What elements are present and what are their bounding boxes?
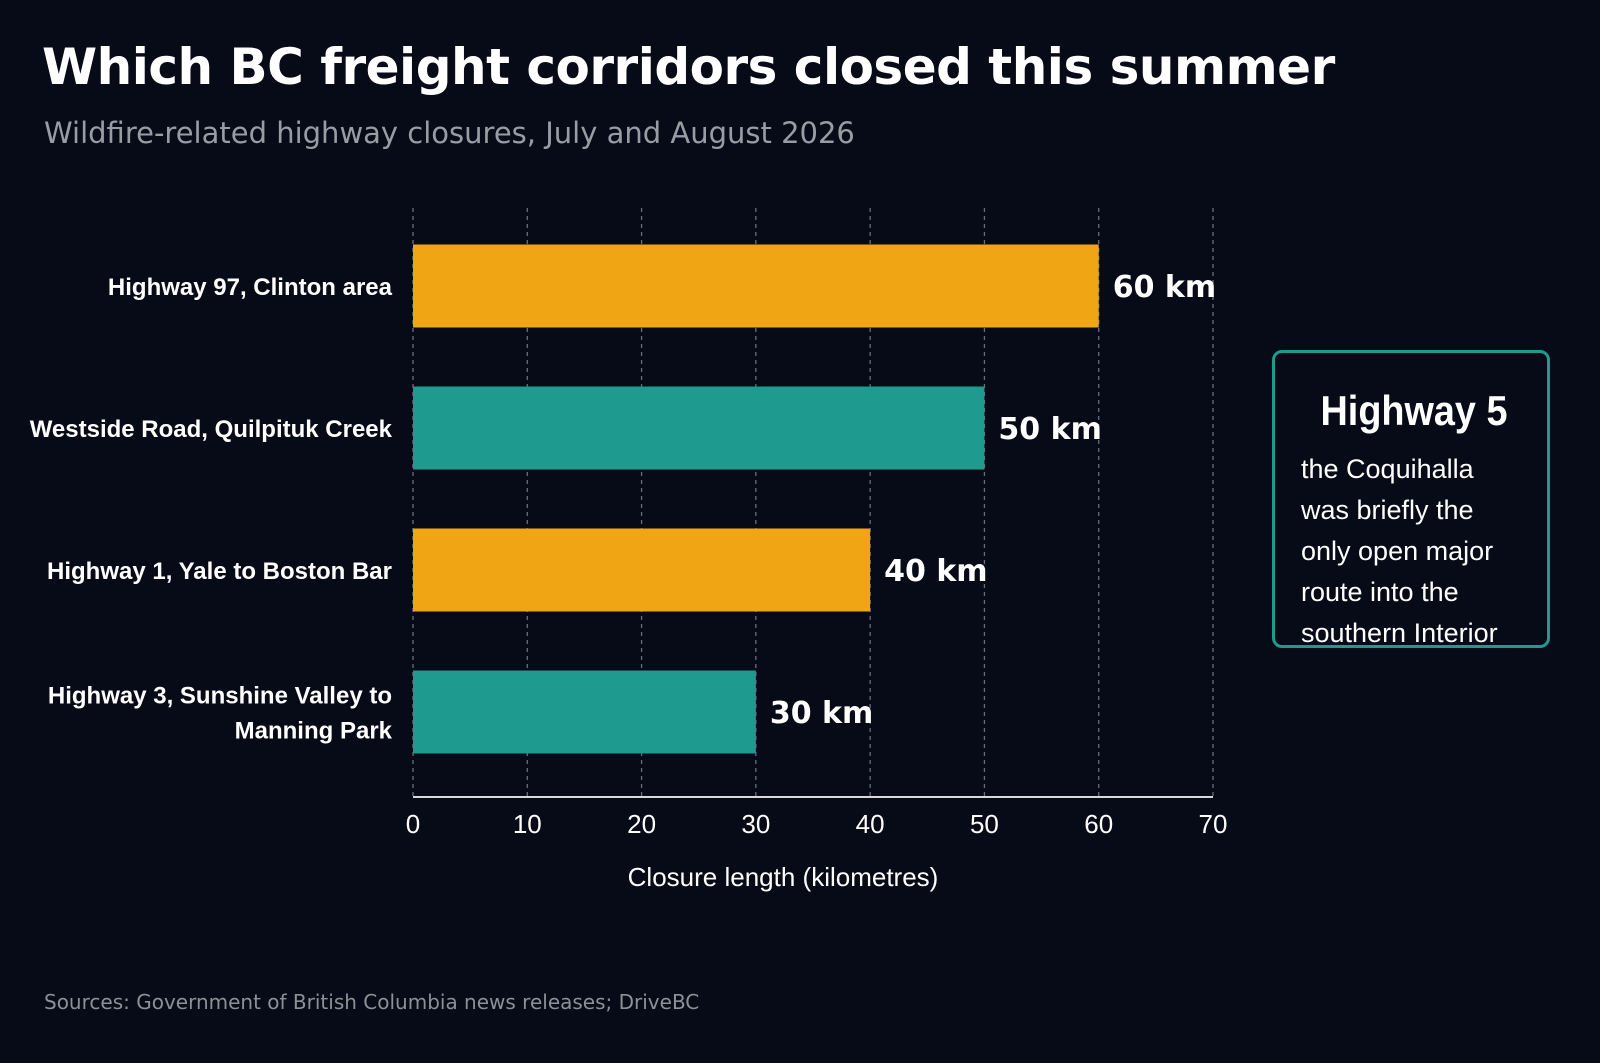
bar-3 xyxy=(413,528,871,612)
value-label: 40 km xyxy=(884,554,987,589)
bar-chart: 0 10 20 30 40 50 60 70 Highway 97, Clinton area… xyxy=(30,208,1228,892)
category-labels: Highway 97, Clinton area Westside Road, Q… xyxy=(30,274,393,745)
x-tick-label: 20 xyxy=(627,809,656,839)
category-label: Westside Road, Quilpituk Creek xyxy=(30,416,393,443)
value-labels: 60 km 50 km 40 km 30 km xyxy=(770,270,1216,731)
chart-title: Which BC freight corridors closed this s… xyxy=(42,38,1335,96)
value-label: 30 km xyxy=(770,696,873,731)
x-tick-label: 60 xyxy=(1084,809,1113,839)
callout-title: Highway 5 xyxy=(1320,387,1508,434)
bar-4 xyxy=(413,670,756,754)
x-axis-label: Closure length (kilometres) xyxy=(628,862,939,892)
value-label: 60 km xyxy=(1113,270,1216,305)
x-tick-label: 40 xyxy=(856,809,885,839)
bar-2 xyxy=(413,386,985,470)
source-note: Sources: Government of British Columbia … xyxy=(44,990,700,1014)
bars xyxy=(413,244,1099,754)
x-tick-label: 10 xyxy=(513,809,542,839)
bar-1 xyxy=(413,244,1099,328)
x-tick-label: 70 xyxy=(1199,809,1228,839)
highway-5-callout: Highway 5 the Coquihalla was briefly the… xyxy=(1272,350,1550,648)
value-label: 50 km xyxy=(998,412,1101,447)
x-tick-label: 0 xyxy=(406,809,420,839)
category-label: Highway 97, Clinton area xyxy=(108,274,393,301)
x-tick-label: 30 xyxy=(741,809,770,839)
chart-subtitle: Wildfire-related highway closures, July … xyxy=(44,116,855,150)
x-axis: 0 10 20 30 40 50 60 70 xyxy=(406,796,1228,839)
callout-body: the Coquihalla was briefly the only open… xyxy=(1301,454,1498,648)
x-tick-label: 50 xyxy=(970,809,999,839)
category-label: Highway 1, Yale to Boston Bar xyxy=(47,558,392,585)
category-label: Highway 3, Sunshine Valley to Manning Par… xyxy=(48,683,393,745)
